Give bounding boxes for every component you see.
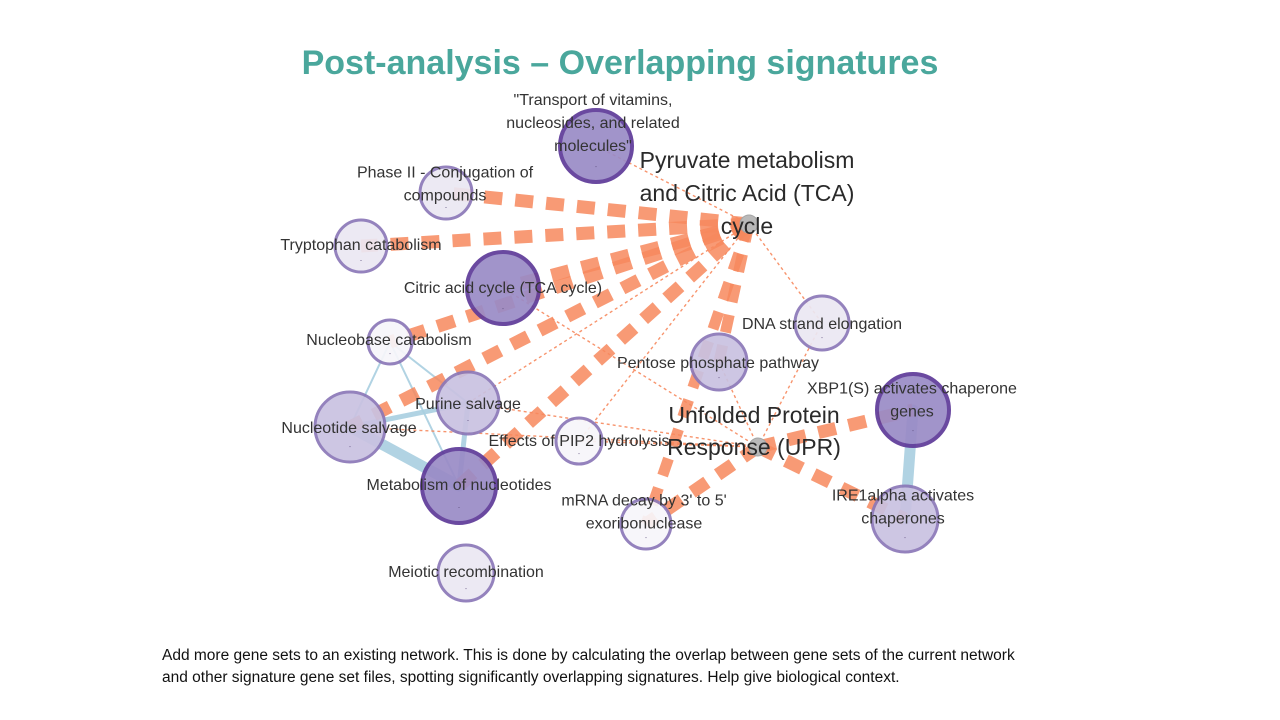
label-xbp1-line-2: genes [890, 404, 934, 421]
label-transport-line-1: "Transport of vitamins, [514, 92, 673, 109]
label-tca-line-1: Citric acid cycle (TCA cycle) [404, 280, 602, 297]
node-dot-xbp1: - [912, 428, 914, 434]
signature-edge-pyruvate-phase2 [445, 186, 750, 231]
label-nbcat-line-1: Nucleobase catabolism [306, 332, 471, 349]
label-upr-line-1: Unfolded Protein [668, 402, 839, 428]
node-dot-nucsalv: - [349, 445, 351, 451]
label-pyruvate-line-1: Pyruvate metabolism [640, 147, 855, 173]
caption-line-2: and other signature gene set files, spot… [162, 669, 900, 686]
label-pip2-line-1: Effects of PIP2 hydrolysis [488, 433, 669, 450]
signature-edge-pyruvate-transport [595, 145, 750, 225]
label-purine-line-1: Purine salvage [415, 396, 521, 413]
signature-edge-upr-mrna [642, 441, 762, 530]
node-dot-metnuc: - [458, 505, 460, 511]
label-mrna-line-1: mRNA decay by 3' to 5' [561, 493, 726, 510]
node-pentose[interactable] [689, 332, 749, 392]
label-dna-line-1: DNA strand elongation [742, 316, 902, 333]
node-dot-phase2: - [445, 205, 447, 211]
signature-edge-upr-nucsalv [349, 426, 759, 448]
hub-pyruvate[interactable] [739, 214, 759, 234]
node-dot-mrna: - [645, 536, 647, 542]
label-phase2-line-1: Phase II - Conjugation of [357, 165, 534, 182]
label-trp-line-1: Tryptophan catabolism [280, 237, 441, 254]
label-pyruvate-line-2: and Citric Acid (TCA) [640, 180, 855, 206]
node-dot-purine: - [467, 418, 469, 424]
label-mrna-line-2: exoribonuclease [586, 516, 703, 533]
signature-edge-pyruvate-trp [360, 217, 750, 253]
caption-line-1: Add more gene sets to an existing networ… [162, 647, 1015, 664]
node-xbp1[interactable] [875, 372, 951, 448]
node-dna[interactable] [793, 294, 851, 352]
signature-edge-pyruvate-pentose [713, 222, 755, 364]
node-dot-pip2: - [578, 451, 580, 457]
node-dot-nbcat: - [389, 352, 391, 358]
node-pip2[interactable] [554, 416, 604, 466]
label-nucsalv-line-1: Nucleotide salvage [281, 420, 416, 437]
signature-edge-upr-tca [502, 287, 759, 448]
signature-edge-pyruvate-nbcat [387, 217, 752, 349]
signature-edge-pyruvate-nucsalv [347, 218, 752, 433]
node-mrna[interactable] [619, 497, 673, 551]
caption: Add more gene sets to an existing networ… [162, 645, 1162, 689]
node-dot-transport: - [595, 164, 597, 170]
label-transport-line-3: molecules" [554, 138, 632, 155]
node-metnuc[interactable] [420, 447, 498, 525]
label-upr-line-2: Response (UPR) [667, 434, 841, 460]
label-ire1-line-2: chaperones [861, 511, 945, 528]
signature-edge-pyruvate-purine [467, 223, 750, 404]
node-dot-ire1: - [904, 535, 906, 541]
node-dot-tca: - [502, 306, 504, 312]
node-purine[interactable] [435, 370, 501, 436]
signature-edge-upr-purine [467, 402, 759, 448]
node-transport[interactable] [558, 108, 634, 184]
label-phase2-line-2: compounds [404, 188, 487, 205]
node-nbcat[interactable] [366, 318, 414, 366]
node-tca[interactable] [465, 250, 541, 326]
node-ire1[interactable] [870, 484, 940, 554]
signature-edge-pyruvate-pip2 [578, 223, 750, 442]
signature-edge-pyruvate-metnuc [454, 219, 754, 491]
labels-layer: "Transport of vitamins, nucleosides, and … [280, 92, 1017, 581]
gene-set-nodes-layer: - - - - - - - - - - - - - - - [313, 108, 951, 603]
node-dot-meiotic: - [465, 586, 467, 592]
signature-edges-layer [347, 145, 915, 530]
hub-upr[interactable] [748, 437, 768, 457]
node-dot-dna: - [821, 336, 823, 342]
label-meiotic-line-1: Meiotic recombination [388, 564, 544, 581]
node-trp[interactable] [333, 218, 389, 274]
label-pentose-line-1: Pentose phosphate pathway [617, 355, 819, 372]
label-transport-line-2: nucleosides, and related [506, 115, 679, 132]
label-pyruvate-line-3: cycle [721, 213, 773, 239]
node-phase2[interactable] [418, 165, 474, 221]
slide-title: Post-analysis – Overlapping signatures [301, 44, 939, 82]
node-meiotic[interactable] [436, 543, 496, 603]
label-xbp1-line-1: XBP1(S) activates chaperone [807, 381, 1017, 398]
label-ire1-line-1: IRE1alpha activates [832, 488, 974, 505]
node-nucsalv[interactable] [313, 390, 387, 464]
node-dot-pentose: - [718, 375, 720, 381]
node-dot-trp: - [360, 258, 362, 264]
signature-hubs-layer [739, 214, 768, 457]
label-metnuc-line-1: Metabolism of nucleotides [367, 477, 552, 494]
